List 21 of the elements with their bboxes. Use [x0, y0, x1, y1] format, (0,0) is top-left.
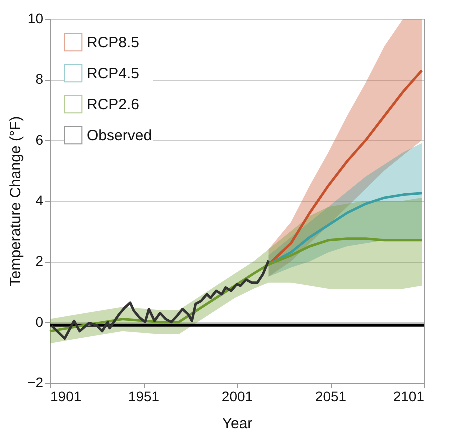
y-tick-label: 8 [36, 71, 44, 88]
y-tick-label: 0 [36, 314, 44, 330]
legend-label: RCP4.5 [87, 66, 140, 82]
y-tick-label: −2 [28, 374, 44, 390]
x-tick-label: 2001 [222, 388, 254, 404]
line-series [268, 192, 424, 266]
y-tick-label: 6 [36, 132, 44, 148]
legend-label: RCP2.6 [87, 96, 140, 114]
line-series [268, 69, 424, 266]
line-series [50, 260, 270, 340]
y-tick-label: 4 [36, 192, 44, 208]
legend-label: Observed [87, 128, 152, 144]
x-tick-label: 1951 [128, 388, 160, 404]
y-axis-title: Temperature Change (°F) [8, 116, 25, 287]
x-axis-title: Year [222, 416, 253, 432]
x-tick-label: 2051 [315, 388, 347, 404]
y-tick-label: 10 [28, 10, 44, 26]
legend-label: RCP8.5 [87, 34, 140, 52]
y-tick-label: 2 [36, 253, 44, 270]
x-tick-label: 1901 [50, 388, 82, 404]
x-tick-label: 2101 [393, 388, 425, 404]
